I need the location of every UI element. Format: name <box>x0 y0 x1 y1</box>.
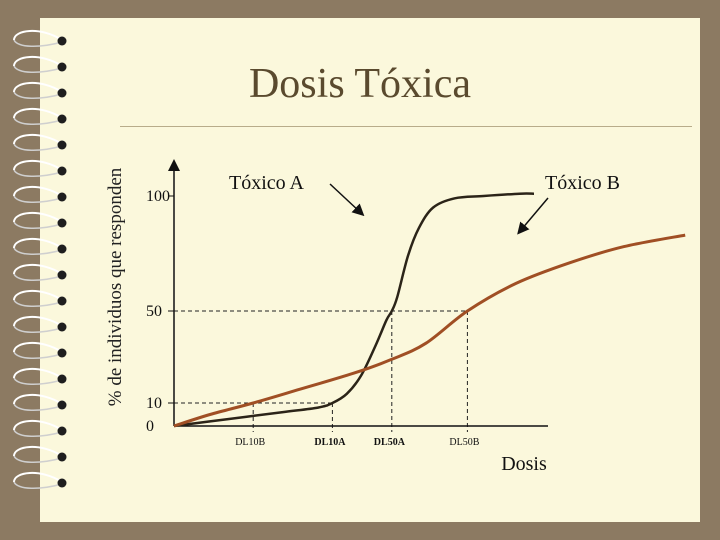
binding-ring <box>13 368 67 385</box>
annotation-arrow <box>329 183 365 217</box>
binding-ring <box>13 472 67 489</box>
binding-ring <box>13 290 67 307</box>
binding-ring <box>13 394 67 411</box>
x-tick-label-dl10b: DL10B <box>235 437 265 448</box>
binding-ring <box>13 82 67 99</box>
binding-ring <box>13 316 67 333</box>
slide-title: Dosis Tóxica <box>248 61 472 107</box>
binding-ring <box>13 186 67 203</box>
annotation-toxico-a: Tóxico A <box>229 172 305 194</box>
slide-canvas <box>40 18 700 522</box>
x-axis-label: Dosis <box>501 453 547 475</box>
binding-ring <box>13 56 67 73</box>
binding-ring <box>13 264 67 281</box>
spiral-binding <box>13 30 67 489</box>
binding-ring <box>13 134 67 151</box>
x-tick-label-dl50a: DL50A <box>374 437 406 448</box>
binding-ring <box>13 212 67 229</box>
binding-ring <box>13 446 67 463</box>
binding-ring <box>13 420 67 437</box>
annotation-toxico-b: Tóxico B <box>545 172 620 194</box>
y-tick-label: 10 <box>146 395 162 412</box>
y-tick-label: 100 <box>146 188 170 205</box>
y-tick-label: 0 <box>146 418 154 435</box>
x-tick-label-dl50b: DL50B <box>449 437 479 448</box>
binding-ring <box>13 238 67 255</box>
annotation-arrow <box>517 197 549 235</box>
series-line-toxico-b <box>173 233 686 428</box>
y-tick-label: 50 <box>146 303 162 320</box>
binding-ring <box>13 30 67 47</box>
x-tick-label-dl10a: DL10A <box>314 437 346 448</box>
binding-ring <box>13 160 67 177</box>
title-divider <box>120 126 692 127</box>
binding-ring <box>13 108 67 125</box>
binding-ring <box>13 342 67 359</box>
series-line-toxico-a <box>173 192 535 428</box>
